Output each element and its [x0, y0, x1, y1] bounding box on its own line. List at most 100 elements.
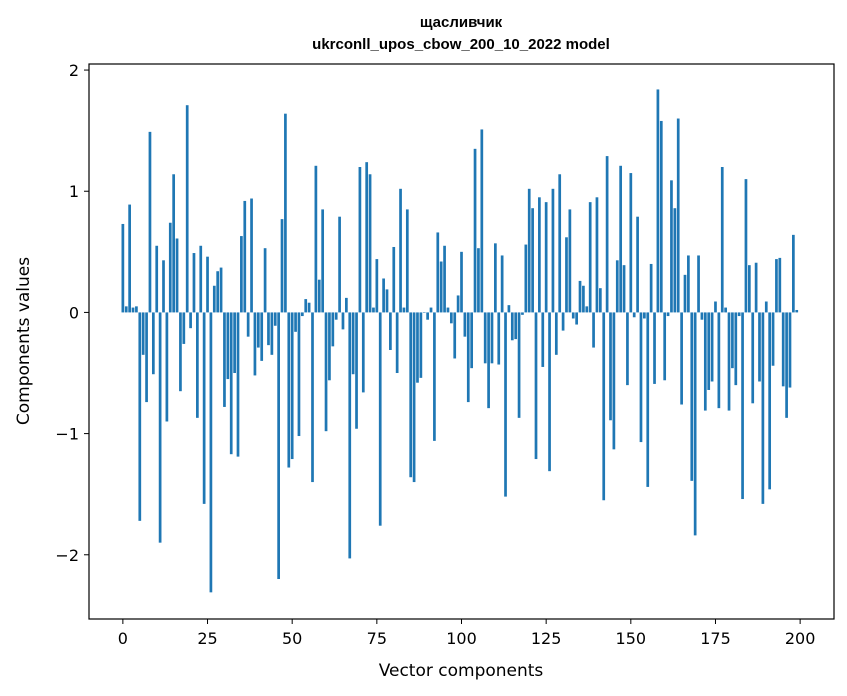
bar [619, 165, 623, 313]
bar [135, 306, 138, 313]
bar [182, 312, 186, 344]
bar [212, 285, 216, 313]
bar [575, 312, 578, 325]
bar [680, 312, 683, 405]
bar [368, 174, 372, 313]
bar [331, 312, 335, 347]
bar [531, 208, 534, 313]
x-axis-ticks: 0 25 50 75 100 125 150 175 200 [118, 619, 815, 648]
bar [649, 263, 653, 313]
y-tick-label: 1 [69, 182, 79, 201]
bar [477, 248, 480, 313]
bar [768, 312, 772, 490]
bar [263, 248, 267, 313]
bar [693, 312, 697, 536]
y-axis-ticks: −2 −1 0 1 2 [55, 61, 89, 565]
bar [216, 271, 220, 313]
bar [517, 312, 521, 418]
bar [761, 312, 765, 504]
y-tick-label: 2 [69, 61, 79, 80]
bar [189, 312, 192, 329]
bar [317, 279, 321, 313]
bar [737, 312, 741, 317]
bar [460, 251, 463, 313]
bar [710, 312, 714, 382]
bar [466, 312, 470, 403]
bar [277, 312, 280, 580]
bar [731, 312, 734, 369]
bar [565, 237, 568, 313]
bar [500, 255, 504, 313]
bar [324, 312, 328, 432]
bar [707, 312, 711, 390]
bar [548, 312, 551, 472]
bar [300, 312, 304, 317]
x-tick-label: 0 [118, 629, 128, 648]
bar [670, 180, 673, 313]
bar [409, 312, 413, 478]
bar [233, 312, 236, 374]
bar [717, 312, 721, 409]
bar [541, 312, 545, 367]
bar [287, 312, 291, 468]
bar [351, 312, 355, 375]
bar [561, 312, 565, 331]
bar [656, 89, 660, 313]
bar [598, 288, 602, 313]
bar [592, 312, 595, 348]
bar [185, 105, 189, 313]
bar [131, 307, 135, 313]
bar [202, 312, 206, 504]
y-tick-label: 0 [69, 303, 79, 322]
x-tick-label: 175 [700, 629, 731, 648]
bar [162, 260, 165, 313]
bar [527, 188, 531, 313]
bar [314, 165, 318, 313]
bar [554, 312, 558, 355]
bar [788, 312, 792, 388]
bar [639, 312, 643, 443]
bar [168, 222, 172, 313]
bar [128, 204, 131, 313]
bar [256, 312, 260, 348]
bar [121, 223, 125, 313]
bar [196, 312, 199, 418]
bar [578, 280, 582, 313]
bar [585, 306, 589, 313]
bar [124, 306, 128, 313]
bar [175, 238, 179, 313]
bar [558, 174, 562, 313]
x-axis-label: Vector components [379, 661, 544, 681]
bar [226, 312, 230, 380]
bar [615, 260, 619, 313]
bar [138, 312, 142, 521]
x-tick-label: 125 [531, 629, 562, 648]
x-tick-label: 100 [446, 629, 477, 648]
bar [361, 312, 365, 393]
bar [605, 156, 609, 313]
chart-title-line2: ukrconll_upos_cbow_200_10_2022 model [312, 36, 610, 53]
bars-group [121, 89, 799, 593]
bar [419, 312, 423, 378]
bar [240, 236, 243, 313]
bar [646, 312, 650, 487]
bar [151, 312, 155, 375]
bar [510, 312, 514, 341]
bar [378, 312, 382, 526]
bar [538, 197, 541, 313]
bar [727, 312, 731, 411]
bar [348, 312, 352, 559]
bar [666, 312, 670, 317]
bar [636, 216, 639, 313]
bar [514, 312, 518, 340]
bar [734, 312, 738, 386]
bar [507, 305, 511, 313]
bar [473, 148, 477, 313]
bar [199, 245, 203, 313]
bar [297, 312, 301, 437]
bar [365, 162, 369, 313]
bar [148, 131, 152, 313]
bar [192, 253, 196, 313]
bar [663, 312, 667, 381]
